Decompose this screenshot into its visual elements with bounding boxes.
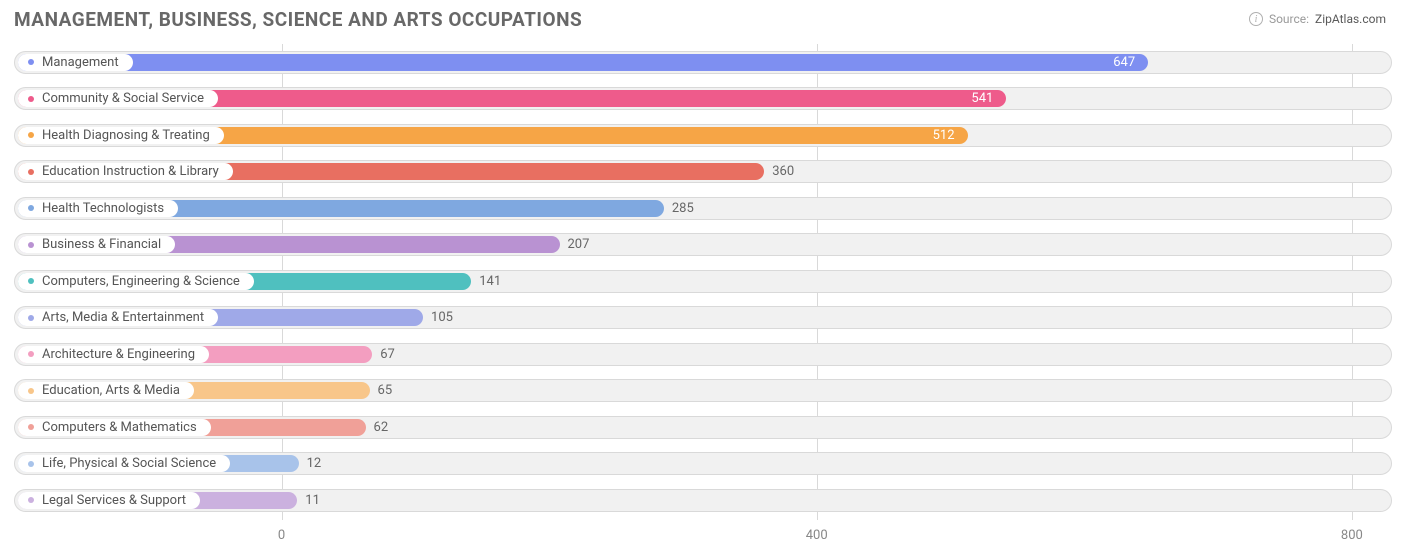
- bar-track: Business & Financial 207: [14, 233, 1392, 256]
- bar-track: Community & Social Service541: [14, 87, 1392, 110]
- bar-value: 12: [299, 453, 322, 474]
- category-label: Education, Arts & Media: [42, 383, 180, 398]
- x-tick: 400: [806, 528, 828, 543]
- bar-track: Computers & Mathematics 62: [14, 416, 1392, 439]
- bar-value: 105: [423, 307, 453, 328]
- category-pill: Health Technologists: [18, 200, 178, 217]
- bar-track: Education Instruction & Library 360: [14, 160, 1392, 183]
- category-pill: Architecture & Engineering: [18, 346, 209, 363]
- bar-value: 11: [297, 490, 320, 511]
- bar-row: Education, Arts & Media 65: [14, 373, 1392, 410]
- category-label: Arts, Media & Entertainment: [42, 310, 204, 325]
- category-label: Business & Financial: [42, 237, 161, 252]
- bar-row: Health Diagnosing & Treating512: [14, 117, 1392, 154]
- bar-row: Computers & Mathematics 62: [14, 409, 1392, 446]
- bar-row: Life, Physical & Social Science 12: [14, 446, 1392, 483]
- plot-area: Management647 Community & Social Service5…: [14, 44, 1392, 520]
- info-icon: i: [1249, 12, 1263, 26]
- bar-value: 647: [18, 52, 1145, 73]
- bar-row: Education Instruction & Library 360: [14, 154, 1392, 191]
- bar-track: Management647: [14, 51, 1392, 74]
- bar-row: Community & Social Service541: [14, 81, 1392, 118]
- category-label: Computers, Engineering & Science: [42, 274, 240, 289]
- bar-row: Arts, Media & Entertainment 105: [14, 300, 1392, 337]
- category-label: Legal Services & Support: [42, 493, 186, 508]
- source-name: ZipAtlas.com: [1315, 12, 1386, 26]
- category-pill: Education Instruction & Library: [18, 163, 233, 180]
- category-pill: Education, Arts & Media: [18, 382, 194, 399]
- bar-track: Legal Services & Support 11: [14, 489, 1392, 512]
- chart-title: MANAGEMENT, BUSINESS, SCIENCE AND ARTS O…: [14, 8, 582, 31]
- bar-value: 285: [664, 198, 694, 219]
- category-pill: Arts, Media & Entertainment: [18, 309, 218, 326]
- source-label: Source:: [1269, 12, 1309, 26]
- bar-track: Life, Physical & Social Science 12: [14, 452, 1392, 475]
- bar-row: Business & Financial 207: [14, 227, 1392, 264]
- category-pill: Life, Physical & Social Science: [18, 455, 230, 472]
- category-pill: Legal Services & Support: [18, 492, 200, 509]
- bar-value: 67: [372, 344, 395, 365]
- bar-track: Health Diagnosing & Treating512: [14, 124, 1392, 147]
- x-axis: 0 400 800: [14, 524, 1392, 548]
- bar-row: Computers, Engineering & Science 141: [14, 263, 1392, 300]
- bar-track: Health Technologists 285: [14, 197, 1392, 220]
- category-label: Architecture & Engineering: [42, 347, 195, 362]
- bar-value: 541: [18, 88, 1003, 109]
- category-pill: Computers, Engineering & Science: [18, 273, 254, 290]
- bar-value: 141: [471, 271, 501, 292]
- x-tick: 0: [278, 528, 285, 543]
- bar-value: 62: [366, 417, 389, 438]
- bar-track: Education, Arts & Media 65: [14, 379, 1392, 402]
- category-pill: Business & Financial: [18, 236, 175, 253]
- bar-value: 65: [370, 380, 393, 401]
- bar-track: Architecture & Engineering 67: [14, 343, 1392, 366]
- category-pill: Computers & Mathematics: [18, 419, 211, 436]
- bar-value: 207: [560, 234, 590, 255]
- chart-plot: Management647 Community & Social Service5…: [14, 44, 1392, 548]
- bar-track: Arts, Media & Entertainment 105: [14, 306, 1392, 329]
- category-label: Health Technologists: [42, 201, 164, 216]
- bar-track: Computers, Engineering & Science 141: [14, 270, 1392, 293]
- bar-row: Legal Services & Support 11: [14, 482, 1392, 519]
- bar-row: Architecture & Engineering 67: [14, 336, 1392, 373]
- source-attribution: i Source: ZipAtlas.com: [1249, 12, 1386, 26]
- category-label: Life, Physical & Social Science: [42, 456, 216, 471]
- bar-value: 360: [764, 161, 794, 182]
- category-label: Computers & Mathematics: [42, 420, 197, 435]
- x-tick: 800: [1341, 528, 1363, 543]
- bar-row: Health Technologists 285: [14, 190, 1392, 227]
- category-label: Education Instruction & Library: [42, 164, 219, 179]
- bar-row: Management647: [14, 44, 1392, 81]
- bar-value: 512: [18, 125, 965, 146]
